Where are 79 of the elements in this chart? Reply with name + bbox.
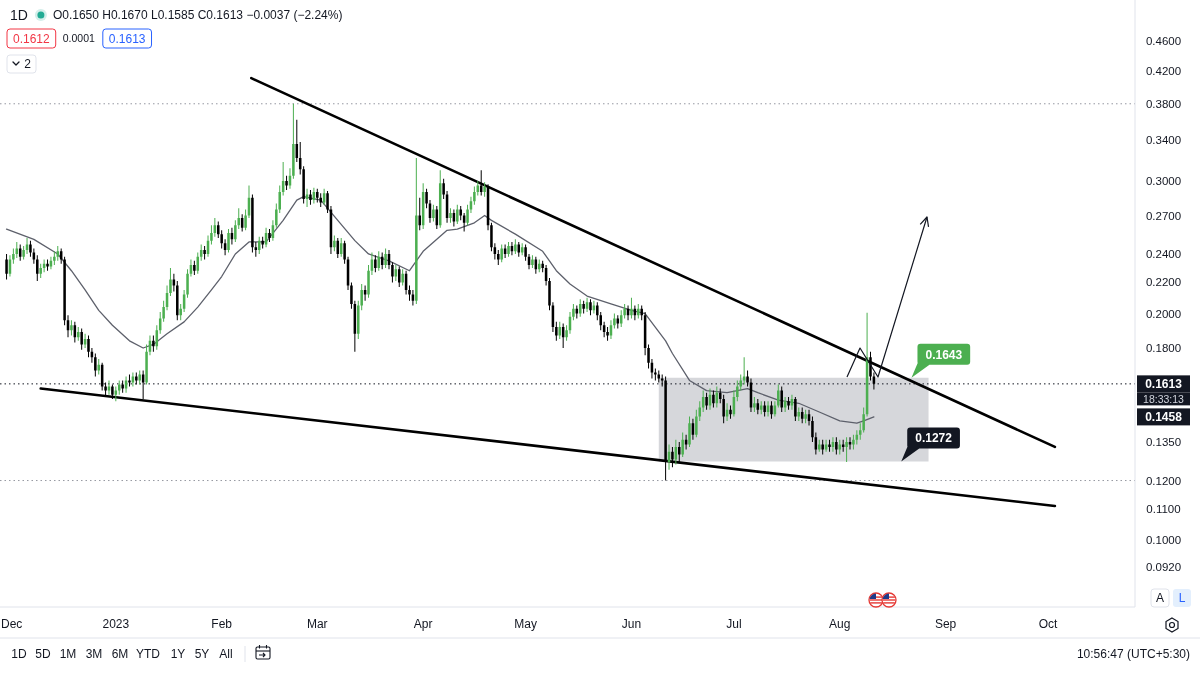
line-series xyxy=(5,196,875,424)
candlestick xyxy=(449,208,452,223)
annotation: O0.1650 H0.1670 L0.1585 C0.1613 −0.0037 (−2.24%) xyxy=(52,8,343,23)
annotation: 2 xyxy=(24,57,32,72)
annotation: 0.1643 xyxy=(925,347,963,362)
x-tick-label: 2023 xyxy=(102,617,130,632)
text: 18:33:13 xyxy=(1143,392,1185,405)
y-tick-label: 0.0920 xyxy=(1145,561,1182,574)
y-tick-label: 0.4600 xyxy=(1145,35,1182,48)
candlestick xyxy=(39,263,42,278)
x-tick-label: Dec xyxy=(1,617,23,632)
candlestick xyxy=(97,359,101,375)
y-tick-label: 0.1800 xyxy=(1145,342,1182,355)
x-tick-label: Jun xyxy=(621,617,642,632)
candlestick xyxy=(845,437,848,463)
y-tick-label: 0.4200 xyxy=(1145,65,1182,78)
x-tick-label: Aug xyxy=(829,617,851,632)
candlestick xyxy=(374,255,377,273)
candlestick xyxy=(558,321,562,340)
candlestick xyxy=(261,236,264,249)
y-tick-label: 0.2200 xyxy=(1145,276,1182,289)
candlestick xyxy=(606,326,609,341)
x-tick-label: Apr xyxy=(413,617,433,632)
x-tick-label: Feb xyxy=(211,617,233,632)
candlestick xyxy=(729,405,732,419)
text: 0.1458 xyxy=(1145,410,1183,425)
candlestick xyxy=(432,204,435,222)
y-tick-label: 0.1000 xyxy=(1145,534,1182,547)
candlestick xyxy=(309,189,312,205)
y-tick-label: 0.1100 xyxy=(1146,503,1181,516)
candlestick xyxy=(70,320,73,336)
x-tick-label: Sep xyxy=(934,617,957,632)
candlestick xyxy=(128,374,131,387)
y-tick-label: 0.2400 xyxy=(1145,248,1182,260)
text: A xyxy=(1155,591,1165,606)
text: All xyxy=(219,647,233,662)
y-tick-label: 0.3400 xyxy=(1145,134,1182,147)
candlestick xyxy=(555,321,558,341)
candlestick xyxy=(5,253,8,280)
candlestick xyxy=(763,401,766,417)
candlestick xyxy=(121,380,124,393)
candlestick xyxy=(582,300,585,314)
candlestick xyxy=(753,396,756,412)
candlestick xyxy=(828,439,831,452)
text: YTD xyxy=(136,647,161,662)
text: 1D xyxy=(11,647,27,662)
text: 5D xyxy=(35,647,51,662)
y-tick-label: 0.2000 xyxy=(1145,307,1182,320)
text: 1M xyxy=(59,647,77,662)
x-tick-label: May xyxy=(514,617,537,632)
text: 1D xyxy=(10,6,28,23)
annotation: 0.0001 xyxy=(62,32,95,45)
candlestick xyxy=(770,401,773,419)
text: 6M xyxy=(111,647,129,662)
candlestick xyxy=(531,255,534,268)
y-tick-label: 0.3000 xyxy=(1145,175,1182,188)
y-tick-label: 0.1200 xyxy=(1145,474,1182,487)
candlestick xyxy=(804,409,807,424)
text: 10:56:47 (UTC+5:30) xyxy=(1076,647,1190,662)
x-tick-label: Jul xyxy=(726,617,742,632)
x-tick-label: Oct xyxy=(1038,617,1059,632)
text: 3M xyxy=(85,647,103,662)
annotation: 0.1272 xyxy=(915,431,953,446)
text: L xyxy=(1178,591,1186,606)
annotation: 0.1613 xyxy=(108,31,146,46)
candlestick xyxy=(418,197,421,231)
text: 5Y xyxy=(194,647,210,662)
candlestick xyxy=(193,260,196,276)
x-tick-label: Mar xyxy=(306,617,328,632)
candlestick xyxy=(524,244,527,261)
ref-line-label: 0.1613 xyxy=(1145,377,1183,392)
y-tick-label: 0.1350 xyxy=(1145,436,1182,449)
candlestick xyxy=(292,103,295,179)
annotation: 0.1612 xyxy=(13,31,51,46)
y-tick-label: 0.2700 xyxy=(1145,209,1182,222)
y-tick-label: 0.3800 xyxy=(1145,97,1182,110)
candlestick xyxy=(36,255,39,281)
text: 1Y xyxy=(170,647,186,662)
candlestick xyxy=(456,204,459,225)
